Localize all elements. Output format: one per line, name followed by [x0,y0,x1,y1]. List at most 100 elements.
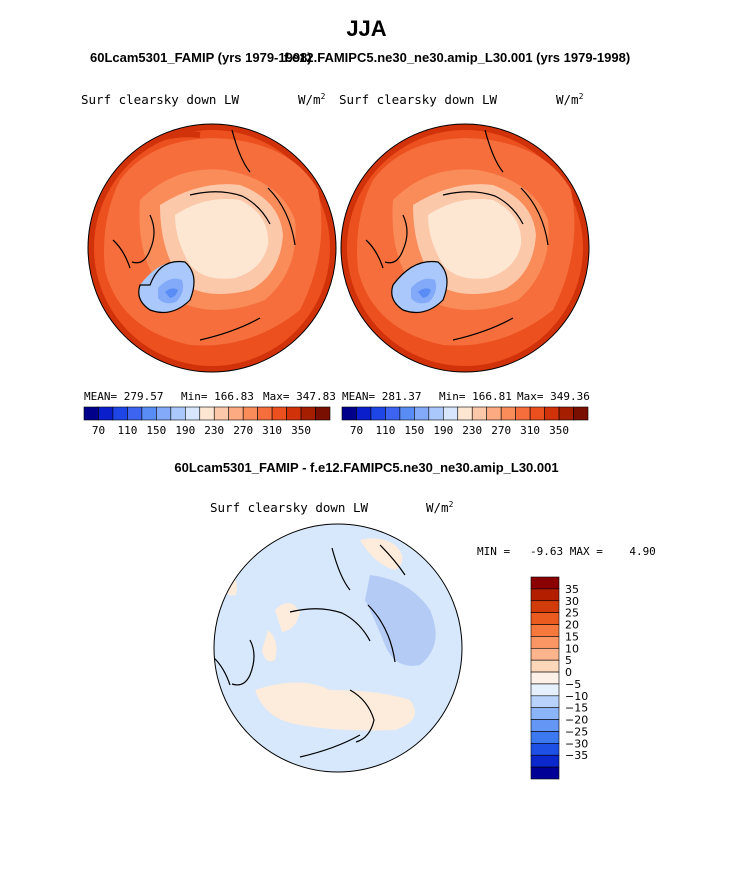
difference-colorbar-cell [530,600,560,613]
left-colorbar-cell [286,406,302,421]
difference-map-border [213,523,463,773]
right-colorbar-cell [356,406,372,421]
right-colorbar-cell [515,406,531,421]
left-colorbar-cell [170,406,186,421]
left-units-label: W/m2 [298,92,326,108]
right-colorbar-cell [385,406,401,421]
left-colorbar [83,406,331,421]
difference-colorbar [530,576,560,780]
difference-colorbar-cell [530,624,560,637]
left-colorbar-tick-label: 150 [146,424,166,437]
left-colorbar-labels: 70 110 150 190 230 270 310 350 [92,424,311,437]
left-colorbar-cell [213,406,230,421]
left-colorbar-cell [127,406,143,421]
difference-colorbar-tick-label: 35 [565,583,579,596]
left-map-border [87,123,337,373]
difference-colorbar-cell [530,659,560,673]
left-colorbar-cell [271,406,287,421]
difference-colorbar-tick-label: −25 [565,725,588,738]
right-units-label: W/m2 [556,92,584,108]
difference-units-label: W/m2 [426,500,454,516]
left-colorbar-cell [156,406,172,421]
difference-colorbar-tick-label: 0 [565,666,572,679]
left-colorbar-cell [141,406,157,421]
difference-colorbar-cell [530,588,560,602]
right-mean-label: MEAN= 281.37 [342,390,422,403]
right-colorbar-cell [544,406,560,421]
left-colorbar-cell [300,406,316,421]
difference-colorbar-cell [530,743,560,756]
right-min-label: Min= 166.81 [439,390,512,403]
left-colorbar-cell [242,406,258,421]
difference-colorbar-cell [530,647,560,661]
left-min-label: Min= 166.83 [181,390,254,403]
left-colorbar-cell [98,406,114,421]
right-colorbar-cell [529,406,545,421]
right-map-border [340,123,590,373]
left-colorbar-tick-label: 190 [175,424,195,437]
difference-colorbar-tick-label: −30 [565,737,588,750]
difference-colorbar-tick-label: 15 [565,630,579,643]
left-variable-label: Surf clearsky down LW [81,92,240,107]
right-colorbar-tick-label: 190 [433,424,453,437]
difference-colorbar-cell [530,719,560,732]
difference-colorbar-tick-label: −15 [565,702,588,715]
left-colorbar-tick-label: 310 [262,424,282,437]
right-colorbar-cell [370,406,386,421]
difference-colorbar-cell [530,671,560,685]
difference-colorbar-tick-label: 10 [565,642,579,655]
left-colorbar-tick-label: 350 [291,424,311,437]
right-colorbar-cell [341,406,357,421]
difference-colorbar-cell [530,636,560,649]
difference-colorbar-tick-label: −35 [565,749,588,762]
right-colorbar-cell [428,406,444,421]
right-colorbar-tick-label: 110 [375,424,395,437]
left-colorbar-cell [199,406,215,421]
right-colorbar-tick-label: 70 [350,424,363,437]
left-colorbar-tick-label: 110 [117,424,137,437]
difference-colorbar-cell [530,612,560,625]
left-colorbar-cell [112,406,128,421]
left-colorbar-cell [257,406,273,421]
right-run-title: f.e12.FAMIPC5.ne30_ne30.amip_L30.001 (yr… [284,50,631,65]
right-colorbar-tick-label: 350 [549,424,569,437]
right-colorbar-cell [414,406,430,421]
difference-variable-label: Surf clearsky down LW [210,500,369,515]
difference-colorbar-tick-label: −10 [565,690,588,703]
right-colorbar-cell [573,406,589,421]
difference-colorbar-cell [530,754,560,768]
left-colorbar-cell [228,406,244,421]
right-colorbar-cell [558,406,574,421]
left-colorbar-cell [184,406,201,421]
right-colorbar [341,406,589,421]
right-max-label: Max= 349.36 [517,390,590,403]
left-polar-map [88,124,336,372]
left-mean-label: MEAN= 279.57 [84,390,164,403]
right-colorbar-cell [486,406,502,421]
right-colorbar-cell [500,406,516,421]
right-colorbar-cell [471,406,488,421]
difference-colorbar-cell [530,683,560,697]
difference-colorbar-cell [530,576,560,590]
difference-colorbar-cell [530,707,560,720]
right-polar-map [341,124,589,372]
left-colorbar-cell [83,406,99,421]
page-title: JJA [346,16,387,41]
right-colorbar-labels: 70 110 150 190 230 270 310 350 [350,424,569,437]
right-colorbar-cell [457,406,473,421]
left-colorbar-tick-label: 270 [233,424,253,437]
right-colorbar-tick-label: 310 [520,424,540,437]
right-colorbar-cell [442,406,459,421]
difference-colorbar-tick-label: 25 [565,607,579,620]
left-colorbar-cell [315,406,331,421]
left-run-title: 60Lcam5301_FAMIP (yrs 1979-1998) [90,50,312,65]
right-colorbar-cell [399,406,415,421]
right-colorbar-tick-label: 150 [404,424,424,437]
difference-colorbar-cell [530,731,560,744]
left-colorbar-tick-label: 70 [92,424,105,437]
difference-colorbar-tick-label: −20 [565,714,588,727]
difference-colorbar-tick-label: 20 [565,619,579,632]
difference-colorbar-cell [530,695,560,709]
